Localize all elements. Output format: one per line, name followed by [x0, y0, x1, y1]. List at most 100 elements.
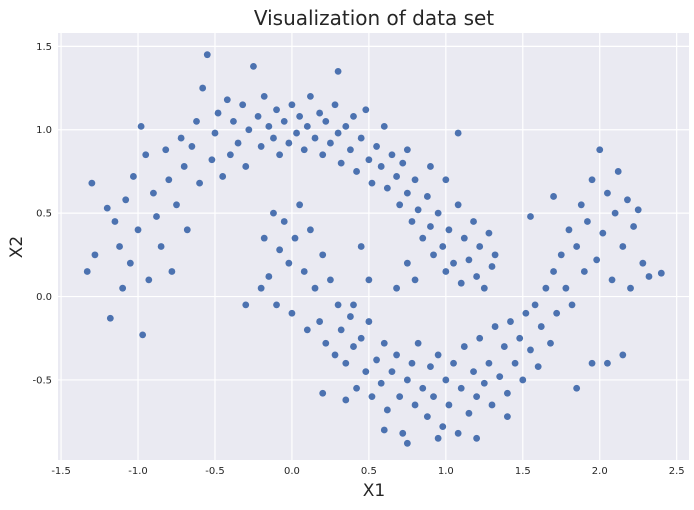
data-point: [562, 284, 570, 292]
data-point: [427, 223, 434, 230]
data-point: [460, 234, 468, 242]
y-tick-label: 0.0: [36, 292, 52, 303]
data-point: [542, 284, 550, 292]
data-point: [619, 351, 627, 359]
data-point: [119, 284, 127, 292]
data-point: [393, 351, 400, 359]
y-tick-label: -0.5: [32, 375, 52, 386]
data-point: [380, 123, 388, 130]
data-point: [203, 51, 211, 59]
data-point: [223, 96, 231, 104]
data-point: [488, 263, 496, 270]
data-point: [214, 109, 222, 117]
y-tick-label: 1.0: [36, 125, 52, 136]
data-point: [473, 273, 481, 280]
data-point: [137, 123, 145, 130]
data-point: [527, 213, 534, 220]
data-point: [457, 279, 465, 287]
y-axis-label: X2: [7, 236, 27, 258]
data-point: [368, 393, 376, 401]
data-point: [442, 176, 450, 184]
data-point: [465, 409, 473, 417]
data-point: [322, 118, 330, 125]
data-point: [116, 243, 123, 250]
data-point: [337, 159, 345, 167]
data-point: [614, 168, 622, 175]
data-point: [454, 429, 462, 437]
data-point: [106, 314, 114, 322]
data-point: [334, 129, 342, 137]
data-point: [353, 168, 360, 175]
data-point: [88, 179, 96, 187]
data-point: [280, 118, 288, 125]
data-point: [403, 189, 411, 197]
data-point: [568, 301, 576, 309]
data-point: [180, 163, 188, 170]
data-point: [230, 118, 237, 125]
data-point: [362, 106, 370, 114]
data-point: [470, 218, 477, 225]
data-point: [234, 139, 242, 147]
data-point: [239, 101, 247, 109]
data-point: [434, 434, 442, 442]
data-point: [347, 146, 354, 154]
data-point: [377, 379, 385, 387]
y-tick-label: 0.5: [36, 209, 52, 220]
data-point: [276, 246, 284, 254]
x-tick-label: 1.0: [438, 466, 454, 477]
data-point: [419, 384, 427, 392]
data-point: [162, 146, 170, 154]
data-point: [357, 134, 365, 142]
data-point: [470, 368, 477, 375]
data-point: [657, 269, 665, 277]
x-tick-label: 1.5: [515, 466, 531, 477]
data-point: [485, 229, 493, 237]
data-point: [442, 376, 450, 384]
data-point: [319, 251, 327, 259]
data-point: [388, 151, 396, 159]
data-point: [454, 129, 462, 137]
data-point: [327, 276, 334, 284]
data-point: [199, 84, 207, 92]
data-point: [557, 251, 565, 259]
data-point: [103, 204, 111, 212]
data-point: [342, 359, 350, 367]
data-point: [439, 243, 447, 250]
data-point: [519, 376, 527, 384]
data-point: [365, 156, 373, 164]
data-point: [445, 226, 453, 234]
data-point: [573, 384, 581, 392]
data-point: [334, 67, 342, 75]
data-point: [270, 209, 277, 217]
data-point: [254, 112, 262, 120]
data-point: [126, 259, 134, 267]
data-point: [593, 256, 601, 264]
data-point: [460, 343, 468, 350]
data-point: [588, 359, 596, 367]
data-point: [434, 209, 442, 217]
data-point: [219, 173, 227, 180]
data-point: [491, 323, 499, 330]
data-point: [645, 273, 653, 280]
data-point: [393, 173, 400, 180]
data-point: [168, 268, 176, 275]
data-point: [285, 259, 293, 267]
data-point: [496, 373, 504, 381]
data-point: [627, 284, 634, 292]
data-point: [276, 151, 284, 159]
data-point: [316, 318, 324, 325]
data-point: [439, 423, 447, 431]
data-point: [414, 339, 422, 347]
data-point: [288, 101, 296, 109]
data-point: [273, 301, 280, 309]
data-point: [639, 259, 647, 267]
data-point: [153, 213, 160, 220]
data-point: [565, 226, 573, 234]
data-point: [331, 101, 339, 109]
data-point: [399, 429, 407, 437]
data-point: [604, 359, 611, 367]
data-point: [423, 193, 431, 200]
data-point: [373, 143, 380, 150]
data-point: [347, 313, 354, 320]
